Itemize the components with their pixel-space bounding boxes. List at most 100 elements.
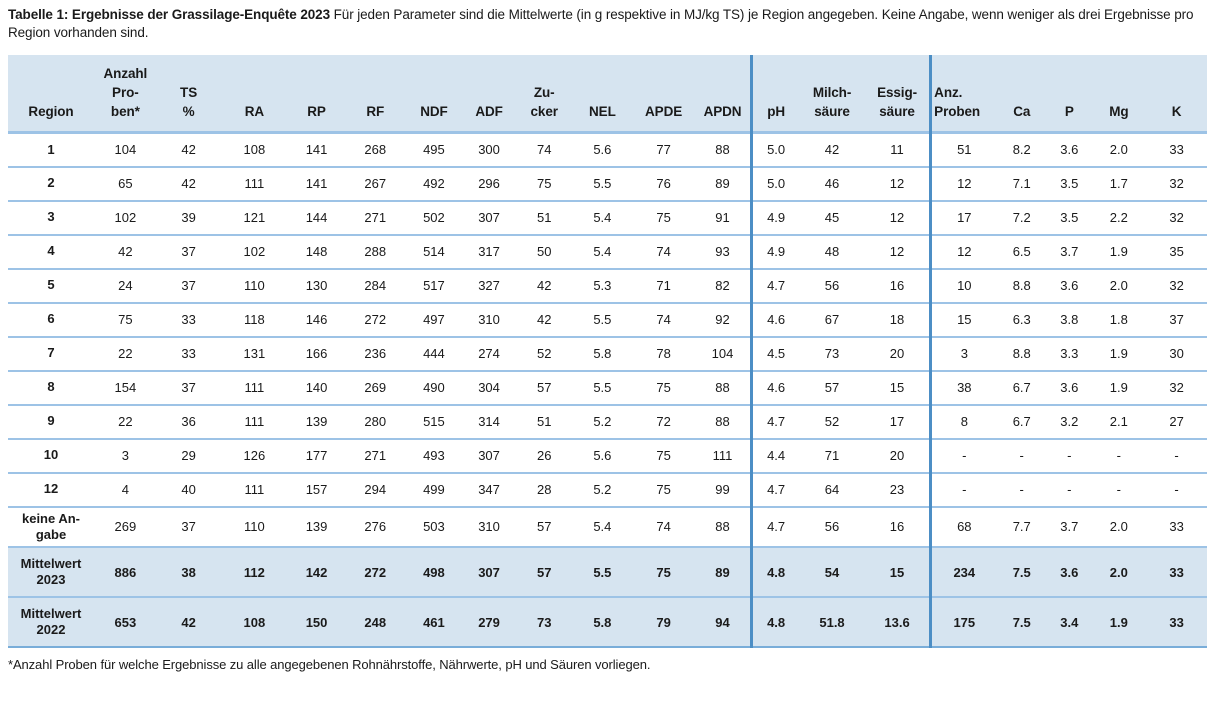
table-cell: 74 bbox=[536, 142, 552, 158]
table-cell: 272 bbox=[364, 312, 387, 328]
table-cell: 5.6 bbox=[593, 142, 612, 158]
table-cell: 4.8 bbox=[750, 597, 800, 648]
table-cell: 236 bbox=[364, 346, 387, 362]
table-cell: - bbox=[1116, 482, 1122, 498]
table-cell: 104 bbox=[711, 346, 734, 362]
table-cell: 166 bbox=[305, 346, 328, 362]
table-cell: 52 bbox=[536, 346, 552, 362]
table-cell: 5.4 bbox=[593, 519, 612, 535]
column-header-ts-prozent: TS% bbox=[156, 55, 221, 133]
table-cell: 17 bbox=[889, 414, 905, 430]
table-cell: 75 bbox=[656, 448, 671, 464]
table-cell: 67 bbox=[824, 312, 840, 328]
table-cell: 130 bbox=[305, 278, 328, 294]
table-cell: 77 bbox=[656, 142, 671, 158]
table-cell: 51.8 bbox=[819, 614, 845, 630]
column-header-apdn: APDN bbox=[694, 55, 752, 133]
region-label: 2 bbox=[47, 175, 55, 191]
region-label: 10 bbox=[43, 447, 59, 463]
table-cell: 3.6 bbox=[1060, 278, 1079, 294]
table-cell: 57 bbox=[536, 380, 552, 396]
table-cell: 76 bbox=[656, 176, 671, 192]
table-cell: 12 bbox=[929, 234, 997, 269]
table-cell: 22 bbox=[118, 414, 133, 430]
table-row: 12 4 40 111 157 294 499 347 28 5.2 75 99 4.7 64 23 - - - -… bbox=[8, 472, 1207, 507]
table-cell: 503 bbox=[423, 519, 445, 535]
table-cell: 94 bbox=[715, 614, 730, 630]
table-caption-text: Für jeden Parameter sind die Mittelwerte… bbox=[8, 7, 1194, 41]
table-cell: 284 bbox=[364, 278, 387, 294]
table-cell: 461 bbox=[423, 614, 445, 630]
table-row: keine An-gabe 269 37 110 139 276 503 310 57 5.4 74… bbox=[8, 506, 1207, 548]
table-cell: 75 bbox=[656, 482, 671, 498]
table-cell: 276 bbox=[364, 519, 387, 535]
table-cell: 5.5 bbox=[593, 564, 612, 580]
table-cell: - bbox=[1019, 448, 1024, 464]
table-cell: 139 bbox=[305, 519, 328, 535]
table-cell: 52 bbox=[824, 414, 840, 430]
table-cell: 65 bbox=[118, 176, 133, 192]
table-cell: 5.4 bbox=[593, 244, 612, 260]
table-row: 6 75 33 118 146 272 497 310 42 5.5 74 92 4.6 67 18 15 6.… bbox=[8, 302, 1207, 337]
table-cell: 12 bbox=[889, 244, 905, 260]
table-cell: 131 bbox=[243, 346, 266, 362]
table-cell: 38 bbox=[929, 370, 997, 405]
table-cell: 310 bbox=[478, 312, 500, 328]
table-cell: 89 bbox=[715, 176, 730, 192]
table-cell: 2.2 bbox=[1109, 210, 1128, 226]
table-cell: 48 bbox=[824, 244, 840, 260]
table-cell: 74 bbox=[656, 244, 671, 260]
table-cell: 68 bbox=[929, 506, 997, 548]
table-cell: 10 bbox=[929, 268, 997, 303]
table-cell: 5.5 bbox=[593, 380, 612, 396]
table-cell: 1.7 bbox=[1109, 176, 1128, 192]
table-cell: 4.7 bbox=[750, 268, 800, 303]
table-cell: 2.1 bbox=[1109, 414, 1128, 430]
table-cell: 5.5 bbox=[593, 312, 612, 328]
table-cell: 79 bbox=[656, 614, 671, 630]
table-cell: 12 bbox=[929, 166, 997, 201]
region-label: 5 bbox=[47, 277, 55, 293]
table-cell: 271 bbox=[364, 210, 387, 226]
table-cell: 141 bbox=[305, 142, 328, 158]
table-cell: 20 bbox=[889, 448, 905, 464]
table-cell: 1.9 bbox=[1109, 614, 1128, 630]
table-cell: 46 bbox=[824, 176, 840, 192]
table-cell: 45 bbox=[824, 210, 840, 226]
table-cell: 39 bbox=[181, 210, 196, 226]
column-header-rf: RF bbox=[344, 55, 406, 133]
table-cell: 495 bbox=[423, 142, 445, 158]
table-cell: 3.8 bbox=[1060, 312, 1079, 328]
table-cell: 22 bbox=[118, 346, 133, 362]
table-cell: 15 bbox=[889, 564, 905, 580]
table-cell: 126 bbox=[243, 448, 266, 464]
table-cell: 3.6 bbox=[1060, 380, 1079, 396]
table-cell: 11 bbox=[890, 142, 904, 158]
region-label: 3 bbox=[47, 209, 55, 225]
table-cell: 7.5 bbox=[1012, 614, 1031, 630]
table-cell: 4.9 bbox=[750, 200, 800, 235]
table-cell: 88 bbox=[715, 519, 730, 535]
table-row: 1 104 42 108 141 268 495 300 74 5.6 77 88 5.0 42 11 51 8… bbox=[8, 132, 1207, 167]
table-cell: 57 bbox=[536, 519, 552, 535]
table-cell: 111 bbox=[244, 414, 265, 430]
column-header-anzahl-proben: Anzahl Pro-ben* bbox=[94, 55, 157, 133]
column-header-zucker: Zu-cker bbox=[515, 55, 573, 133]
table-cell: 78 bbox=[656, 346, 671, 362]
table-cell: - bbox=[1019, 482, 1024, 498]
table-row: 5 24 37 110 130 284 517 327 42 5.3 71 82 4.7 56 16 10 8.… bbox=[8, 268, 1207, 303]
table-cell: 294 bbox=[364, 482, 387, 498]
table-cell: 2.0 bbox=[1109, 564, 1128, 580]
table-cell: 12 bbox=[889, 176, 905, 192]
table-cell: 33 bbox=[1169, 142, 1184, 158]
table-cell: 33 bbox=[181, 312, 196, 328]
table-cell: 274 bbox=[478, 346, 500, 362]
table-cell: 89 bbox=[715, 564, 730, 580]
table-cell: 12 bbox=[889, 210, 905, 226]
table-cell: 73 bbox=[536, 614, 552, 630]
table-cell: 3.6 bbox=[1060, 564, 1079, 580]
column-header-ra: RA bbox=[220, 55, 289, 133]
table-cell: 56 bbox=[824, 278, 840, 294]
table-cell: 108 bbox=[243, 614, 266, 630]
table-cell: 102 bbox=[243, 244, 266, 260]
